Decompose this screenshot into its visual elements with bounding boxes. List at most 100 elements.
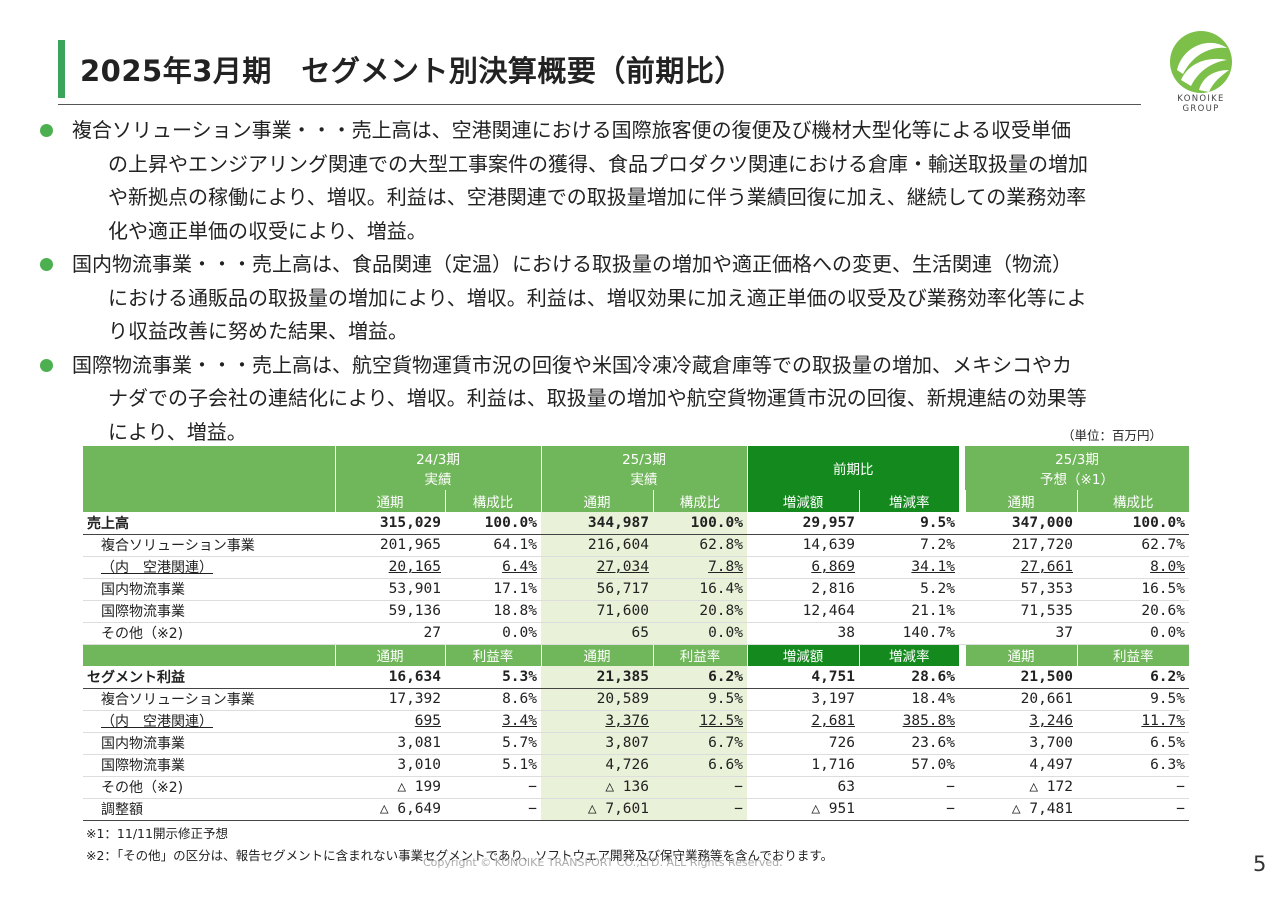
value-cell: 16,634 [335,666,445,689]
column-gap [959,732,965,755]
row-label: 複合ソリューション事業 [83,534,335,557]
table-row: 国際物流事業 3,010 5.1% 4,726 6.6% 1,716 57.0% 4,497 6… [83,754,1189,777]
sub-header-cell: 通期 [540,644,653,666]
table-row: その他（※2) 27 0.0% 65 0.0% 38 140.7% 37 0.0% [83,622,1189,645]
value-cell: 20,589 [541,688,653,711]
value-cell: 27 [335,622,445,645]
value-cell: 21,500 [965,666,1077,689]
row-label: 複合ソリューション事業 [83,688,335,711]
value-cell: 100.0% [653,512,747,535]
value-cell: 8.0% [1077,556,1189,579]
value-cell: 23.6% [859,732,959,755]
column-gap [959,644,965,666]
value-cell: 347,000 [965,512,1077,535]
value-cell: 38 [747,622,859,645]
value-cell: 2,681 [747,710,859,733]
value-cell: 7.8% [653,556,747,579]
value-cell: − [1077,776,1189,799]
value-cell: − [653,798,747,821]
bullet-line: ナダでの子会社の連結化により、増収。利益は、取扱量の増加や航空貨物運賃市況の回復… [108,386,1087,410]
column-gap [959,710,965,733]
value-cell: 5.3% [445,666,541,689]
value-cell: 9.5% [653,688,747,711]
bullet-head: 国際物流事業・・・ [72,352,252,377]
value-cell: 20,661 [965,688,1077,711]
value-cell: 29,957 [747,512,859,535]
value-cell: △ 7,601 [541,798,653,821]
value-cell: 6.5% [1077,732,1189,755]
sub-header-cell: 通期 [540,490,653,512]
value-cell: 3,081 [335,732,445,755]
column-gap [959,600,965,623]
sub-header-row: 通期 構成比 通期 構成比 増減額 増減率 通期 構成比 [83,490,1189,512]
sub-header-cell: 通期 [964,490,1077,512]
logo-text-line-1: KONOIKE [1177,94,1225,104]
column-gap [959,798,965,821]
value-cell: 385.8% [859,710,959,733]
bullet-line: 化や適正単価の収受により、増益。 [108,218,427,243]
value-cell: 9.5% [1077,688,1189,711]
value-cell: 4,726 [541,754,653,777]
header-line: 実績 [630,472,658,488]
table-row: 国内物流事業 3,081 5.7% 3,807 6.7% 726 23.6% 3,700 6.5… [83,732,1189,755]
value-cell: 0.0% [445,622,541,645]
logo-text-line-2: GROUP [1182,104,1220,114]
sub-header-cell: 増減額 [746,490,859,512]
bullet-domestic-logistics: 国内物流事業・・・売上高は、食品関連（定温）における取扱量の増加や適正価格への変… [38,248,1238,349]
value-cell: − [859,776,959,799]
value-cell: 315,029 [335,512,445,535]
bullet-line: の上昇やエンジアリング関連での大型工事案件の獲得、食品プロダクツ関連における倉庫… [108,151,1088,176]
row-label: 売上高 [83,512,335,535]
value-cell: 0.0% [1077,622,1189,645]
header-blank [83,446,335,490]
header-fcst-group: 25/3期 予想（※1） [965,446,1189,490]
value-cell: 27,661 [965,556,1077,579]
value-cell: 3.4% [445,710,541,733]
row-label: 国内物流事業 [83,578,335,601]
table-row: セグメント利益 16,634 5.3% 21,385 6.2% 4,751 28.6% 21,… [83,666,1189,689]
value-cell: 18.8% [445,600,541,623]
value-cell: 217,720 [965,534,1077,557]
bullet-complex-solutions: 複合ソリューション事業・・・売上高は、空港関連における国際旅客便の復便及び機材大… [38,114,1238,248]
sub-header-cell: 増減率 [858,644,959,666]
table-row: （内 空港関連） 20,165 6.4% 27,034 7.8% 6,869 34.1% 27… [83,556,1189,579]
sub-header-cell: 構成比 [444,490,541,512]
value-cell: 726 [747,732,859,755]
value-cell: 16.5% [1077,578,1189,601]
value-cell: 65 [541,622,653,645]
header-line: 実績 [424,472,452,488]
footnote-1: ※1：11/11開示修正予想 [86,826,228,841]
table-row: （内 空港関連） 695 3.4% 3,376 12.5% 2,681 385.8% 3,24… [83,710,1189,733]
value-cell: 100.0% [1077,512,1189,535]
value-cell: 695 [335,710,445,733]
value-cell: 12.5% [653,710,747,733]
value-cell: △ 172 [965,776,1077,799]
title-divider [58,104,1141,105]
value-cell: 140.7% [859,622,959,645]
header-blank [83,490,335,512]
value-cell: 53,901 [335,578,445,601]
value-cell: 14,639 [747,534,859,557]
row-label: 国際物流事業 [83,600,335,623]
value-cell: 2,816 [747,578,859,601]
value-cell: △ 6,649 [335,798,445,821]
value-cell: 11.7% [1077,710,1189,733]
value-cell: 16.4% [653,578,747,601]
bullet-line: 売上高は、空港関連における国際旅客便の復便及び機材大型化等による収受単価 [351,118,1072,142]
column-gap [959,578,965,601]
bullet-dot-icon [40,258,53,271]
bullet-head: 複合ソリューション事業・・・ [72,118,352,142]
value-cell: 57.0% [859,754,959,777]
value-cell: − [445,776,541,799]
value-cell: △ 951 [747,798,859,821]
sub-header-cell: 構成比 [652,490,747,512]
table-row: 複合ソリューション事業 17,392 8.6% 20,589 9.5% 3,197 18.4… [83,688,1189,711]
bullet-international-logistics: 国際物流事業・・・売上高は、航空貨物運賃市況の回復や米国冷凍冷蔵倉庫等での取扱量… [38,349,1238,450]
value-cell: 4,497 [965,754,1077,777]
value-cell: 216,604 [541,534,653,557]
value-cell: 71,600 [541,600,653,623]
value-cell: 21,385 [541,666,653,689]
footnote-2: ※2：「その他」の区分は、報告セグメントに含まれない事業セグメントであり、ソフト… [86,848,834,863]
value-cell: 56,717 [541,578,653,601]
header-diff-group: 前期比 [746,446,959,490]
